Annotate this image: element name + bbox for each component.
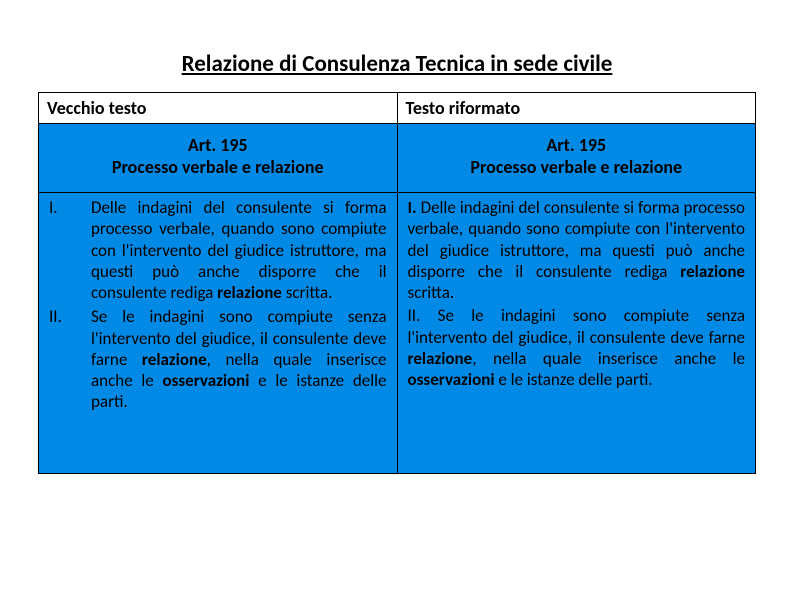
list-num-2: II. bbox=[49, 306, 91, 412]
body-right: I. Delle indagini del consulente si form… bbox=[397, 193, 756, 474]
table-header-row: Vecchio testo Testo riformato bbox=[39, 93, 756, 124]
subheader-right-line1: Art. 195 bbox=[546, 134, 606, 156]
right-paragraphs: I. Delle indagini del consulente si form… bbox=[408, 197, 746, 390]
list-item: II. Se le indagini sono compiute senza l… bbox=[49, 306, 387, 412]
subheader-left: Art. 195 Processo verbale e relazione bbox=[39, 124, 398, 193]
list-text-2: Se le indagini sono compiute senza l'int… bbox=[91, 306, 387, 412]
table-body-row: I. Delle indagini del consulente si form… bbox=[39, 193, 756, 474]
list-num-1: I. bbox=[49, 197, 91, 303]
list-text-1: Delle indagini del consulente si forma p… bbox=[91, 197, 387, 303]
right-p1: I. Delle indagini del consulente si form… bbox=[408, 197, 746, 303]
page-title: Relazione di Consulenza Tecnica in sede … bbox=[38, 50, 756, 78]
subheader-left-line1: Art. 195 bbox=[188, 134, 248, 156]
subheader-left-line2: Processo verbale e relazione bbox=[112, 156, 324, 178]
table-subheader-row: Art. 195 Processo verbale e relazione Ar… bbox=[39, 124, 756, 193]
header-left: Vecchio testo bbox=[39, 93, 398, 124]
right-p2: II. Se le indagini sono compiute senza l… bbox=[408, 305, 746, 390]
left-list: I. Delle indagini del consulente si form… bbox=[49, 197, 387, 413]
body-left: I. Delle indagini del consulente si form… bbox=[39, 193, 398, 474]
subheader-right-line2: Processo verbale e relazione bbox=[470, 156, 682, 178]
header-right: Testo riformato bbox=[397, 93, 756, 124]
list-item: I. Delle indagini del consulente si form… bbox=[49, 197, 387, 303]
subheader-right: Art. 195 Processo verbale e relazione bbox=[397, 124, 756, 193]
comparison-table: Vecchio testo Testo riformato Art. 195 P… bbox=[38, 92, 756, 474]
